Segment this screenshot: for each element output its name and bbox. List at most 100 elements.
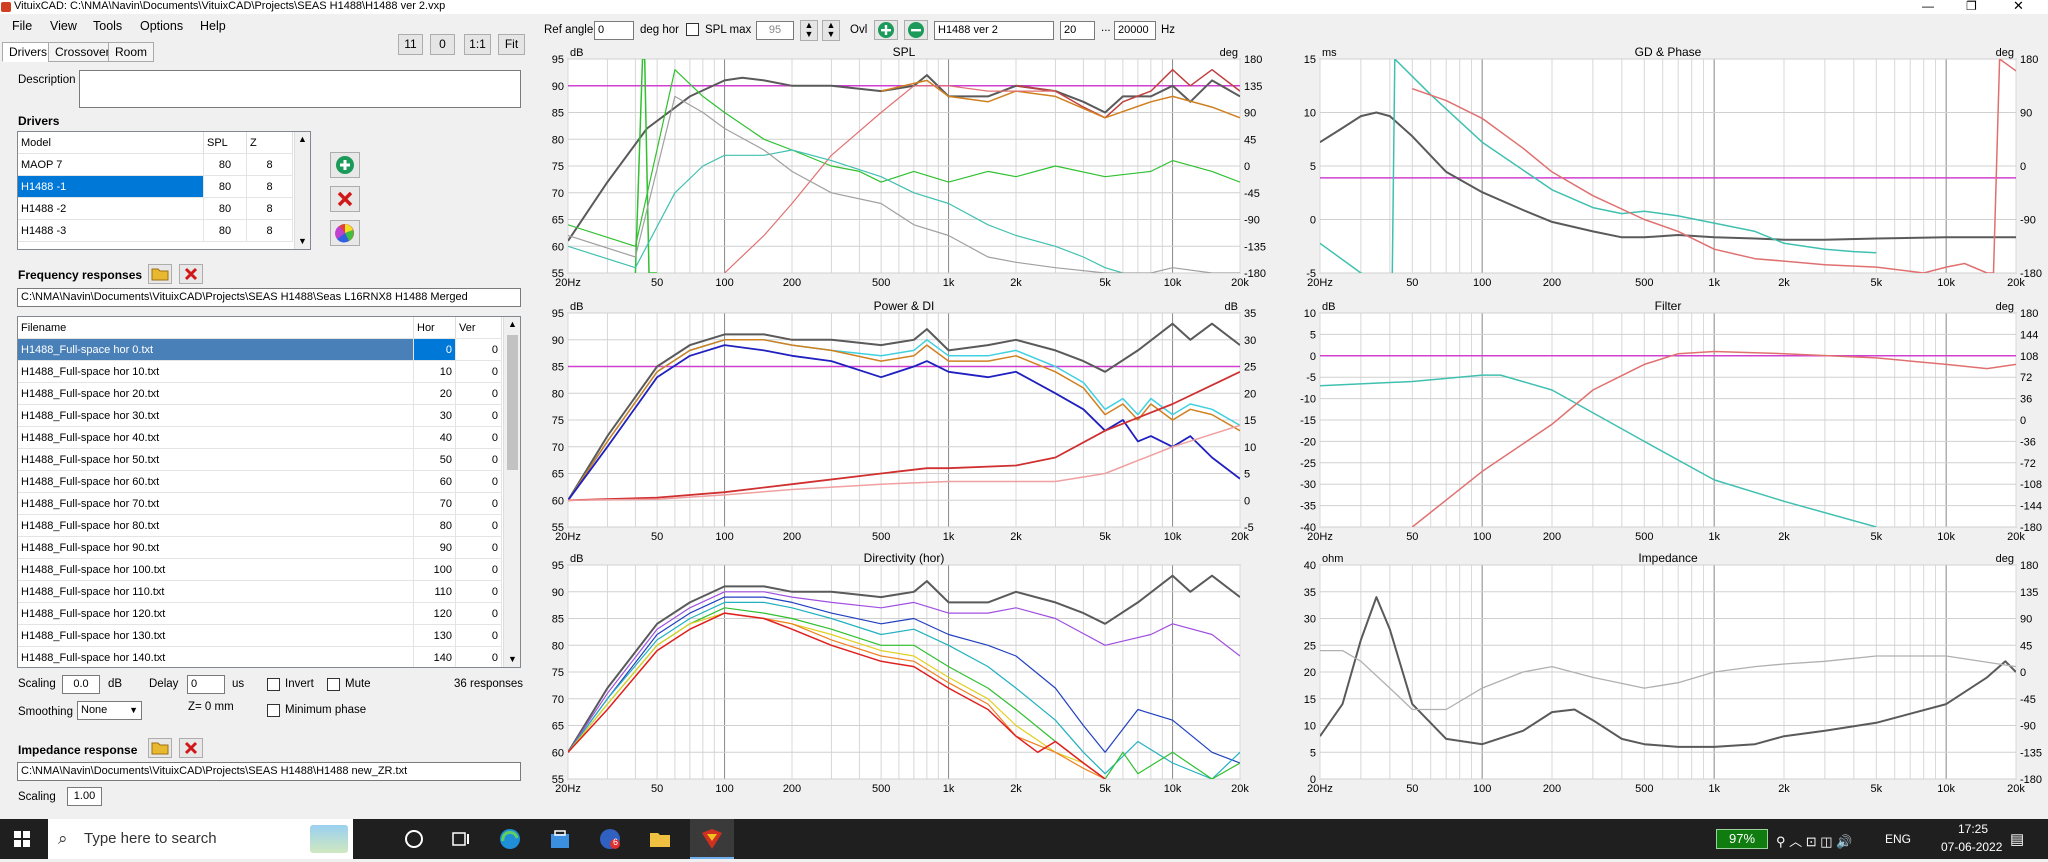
tab-crossover[interactable]: Crossover bbox=[48, 42, 117, 62]
directivity-chart[interactable]: 95 90 85 80 75 70 65 60 55 20Hz 50 100 200 500 1k 2k 5k 1… bbox=[538, 553, 1268, 799]
col-hor[interactable]: Hor bbox=[414, 317, 456, 339]
file-explorer-icon[interactable] bbox=[648, 827, 672, 851]
plus-icon bbox=[878, 22, 894, 38]
zoom-fit-button[interactable]: Fit bbox=[498, 34, 525, 55]
x-tick-label: 500 bbox=[1635, 783, 1653, 795]
task-view-icon[interactable] bbox=[448, 827, 472, 851]
spl-max-arrow-button[interactable]: ▲ ▼ bbox=[822, 20, 840, 41]
chart-title: Power & DI bbox=[874, 301, 935, 313]
taskbar-search[interactable]: ⌕ Type here to search bbox=[48, 819, 353, 859]
col-spl[interactable]: SPL bbox=[204, 132, 247, 154]
x-tick-label: 10k bbox=[1937, 531, 1955, 543]
remove-overlay-button[interactable] bbox=[904, 20, 928, 40]
freq-min-input[interactable]: 20 bbox=[1060, 21, 1095, 40]
store-icon[interactable] bbox=[548, 827, 572, 851]
y-tick-label: 40 bbox=[1304, 560, 1316, 572]
y-tick-label: 5 bbox=[1310, 747, 1316, 759]
series-line bbox=[568, 601, 1240, 779]
freq-path-field[interactable]: C:\NMA\Navin\Documents\VituixCAD\Project… bbox=[17, 288, 521, 307]
impedance-path-field[interactable]: C:\NMA\Navin\Documents\VituixCAD\Project… bbox=[17, 762, 521, 781]
zoom-11-button[interactable]: 11 bbox=[398, 34, 423, 55]
menu-help[interactable]: Help bbox=[200, 19, 226, 33]
zoom-1to1-button[interactable]: 1:1 bbox=[464, 34, 491, 55]
windows-start-icon[interactable] bbox=[14, 831, 30, 847]
tray-icons[interactable]: ⚲ ︿ ⊡ ◫ 🔊 bbox=[1776, 834, 1853, 849]
tab-room[interactable]: Room bbox=[108, 42, 155, 62]
y-tick-label: 95 bbox=[552, 54, 564, 66]
add-driver-button[interactable] bbox=[330, 152, 360, 178]
series-line bbox=[568, 612, 1106, 779]
col-filename[interactable]: Filename bbox=[18, 317, 414, 339]
cell-hor: 100 bbox=[414, 559, 456, 581]
clock-date[interactable]: 07-06-2022 bbox=[1941, 840, 2003, 854]
menu-file[interactable]: File bbox=[12, 19, 33, 33]
freq-max-input[interactable]: 20000 bbox=[1114, 21, 1156, 40]
spl-max-spin-button[interactable]: ▲ ▼ bbox=[800, 20, 818, 41]
variant-name-input[interactable]: H1488 ver 2 bbox=[934, 21, 1054, 40]
open-impedance-button[interactable] bbox=[148, 738, 172, 758]
invert-checkbox[interactable] bbox=[267, 678, 280, 691]
power-di-chart[interactable]: 95 90 85 80 75 70 65 60 55 35 30 25 20 15 10 5 0 -5 20Hz 50… bbox=[538, 301, 1268, 547]
menu-view[interactable]: View bbox=[50, 19, 77, 33]
cortana-icon[interactable] bbox=[402, 827, 426, 851]
freq-range-dots: ... bbox=[1101, 22, 1111, 34]
clear-freq-button[interactable] bbox=[179, 264, 203, 284]
col-z[interactable]: Z bbox=[247, 132, 293, 154]
spl-max-input[interactable]: 95 bbox=[756, 21, 794, 40]
scrollbar-thumb[interactable] bbox=[507, 335, 518, 470]
open-freq-button[interactable] bbox=[148, 264, 172, 284]
smoothing-select[interactable]: None ▼ bbox=[77, 701, 142, 720]
impedance-chart[interactable]: 40 35 30 25 20 15 10 5 0 180 135 90 45 0 -45 -90 -135 -18… bbox=[1290, 553, 2044, 799]
browser-app-icon[interactable]: 6 bbox=[598, 827, 622, 851]
notifications-icon[interactable]: ▤ bbox=[2010, 831, 2025, 848]
close-icon[interactable]: ✕ bbox=[2013, 0, 2024, 13]
spl-max-checkbox[interactable] bbox=[686, 23, 699, 36]
menu-tools[interactable]: Tools bbox=[93, 19, 123, 33]
chart-svg: 403530252015105018013590450-45-90-135-18… bbox=[1304, 553, 2042, 795]
news-widget-icon[interactable] bbox=[310, 825, 348, 853]
series-line bbox=[1320, 111, 2016, 241]
impedance-scaling-input[interactable]: 1.00 bbox=[67, 787, 102, 806]
filter-chart[interactable]: 10 5 0 -5 -10 -15 -20 -25 -30 -35 -40 180 144 108 72 36… bbox=[1290, 301, 2044, 547]
edge-icon[interactable] bbox=[498, 827, 522, 851]
drivers-scrollbar[interactable]: ▲ ▼ bbox=[294, 132, 310, 249]
add-overlay-button[interactable] bbox=[874, 20, 898, 40]
remove-driver-button[interactable] bbox=[330, 186, 360, 212]
ref-angle-input[interactable]: 0 bbox=[594, 21, 634, 40]
minimize-icon[interactable]: — bbox=[1922, 0, 1934, 13]
zoom-0-button[interactable]: 0 bbox=[430, 34, 455, 55]
language-indicator[interactable]: ENG bbox=[1885, 832, 1912, 846]
left-unit-label: dB bbox=[570, 301, 583, 313]
delay-input[interactable]: 0 bbox=[187, 675, 225, 694]
col-ver[interactable]: Ver bbox=[456, 317, 502, 339]
minimum-phase-checkbox[interactable] bbox=[267, 704, 280, 717]
driver-color-button[interactable] bbox=[330, 220, 360, 246]
mute-checkbox[interactable] bbox=[327, 678, 340, 691]
spl-chart[interactable]: 95 90 85 80 75 70 65 60 55 180 135 90 45 0 -45 -90 -135 -… bbox=[538, 47, 1268, 293]
series-group bbox=[1320, 596, 2016, 748]
cell-filename: H1488_Full-space hor 120.txt bbox=[18, 603, 414, 625]
clear-impedance-button[interactable] bbox=[179, 738, 203, 758]
y-tick-label: 5 bbox=[1310, 161, 1316, 173]
clock-time[interactable]: 17:25 bbox=[1958, 822, 1989, 836]
cell-ver: 0 bbox=[456, 559, 502, 581]
ref-angle-label: Ref angle bbox=[544, 24, 594, 36]
gd-phase-chart[interactable]: 15 10 5 0 -5 180 90 0 -90 -180 20Hz 50 100 200 500 1k 2k… bbox=[1290, 47, 2044, 293]
y2-tick-label: 135 bbox=[2020, 587, 2038, 599]
vituixcad-taskbar-button[interactable] bbox=[690, 819, 734, 859]
y-tick-label: 10 bbox=[1304, 721, 1316, 733]
maximize-icon[interactable]: ❐ bbox=[1966, 0, 1977, 13]
tab-drivers[interactable]: Drivers bbox=[2, 42, 54, 62]
y-tick-label: 95 bbox=[552, 308, 564, 320]
description-input[interactable] bbox=[79, 70, 521, 108]
freq-scrollbar[interactable]: ▲ ▼ bbox=[503, 317, 520, 667]
y-tick-label: 85 bbox=[552, 614, 564, 626]
scaling-input[interactable]: 0.0 bbox=[62, 675, 100, 694]
col-model[interactable]: Model bbox=[18, 132, 204, 154]
battery-indicator[interactable]: 97% bbox=[1716, 829, 1768, 849]
menu-options[interactable]: Options bbox=[140, 19, 184, 33]
series-line bbox=[568, 95, 1240, 273]
cell-model: MAOP 7 bbox=[18, 154, 204, 176]
y-tick-label: 90 bbox=[552, 587, 564, 599]
